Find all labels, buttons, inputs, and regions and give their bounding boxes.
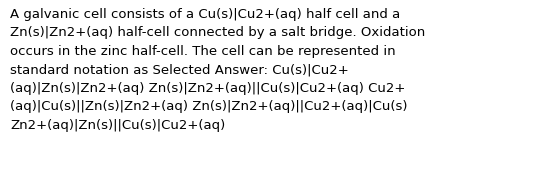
Text: A galvanic cell consists of a Cu(s)|Cu2+(aq) half cell and a
Zn(s)|Zn2+(aq) half: A galvanic cell consists of a Cu(s)|Cu2+… (10, 8, 425, 132)
